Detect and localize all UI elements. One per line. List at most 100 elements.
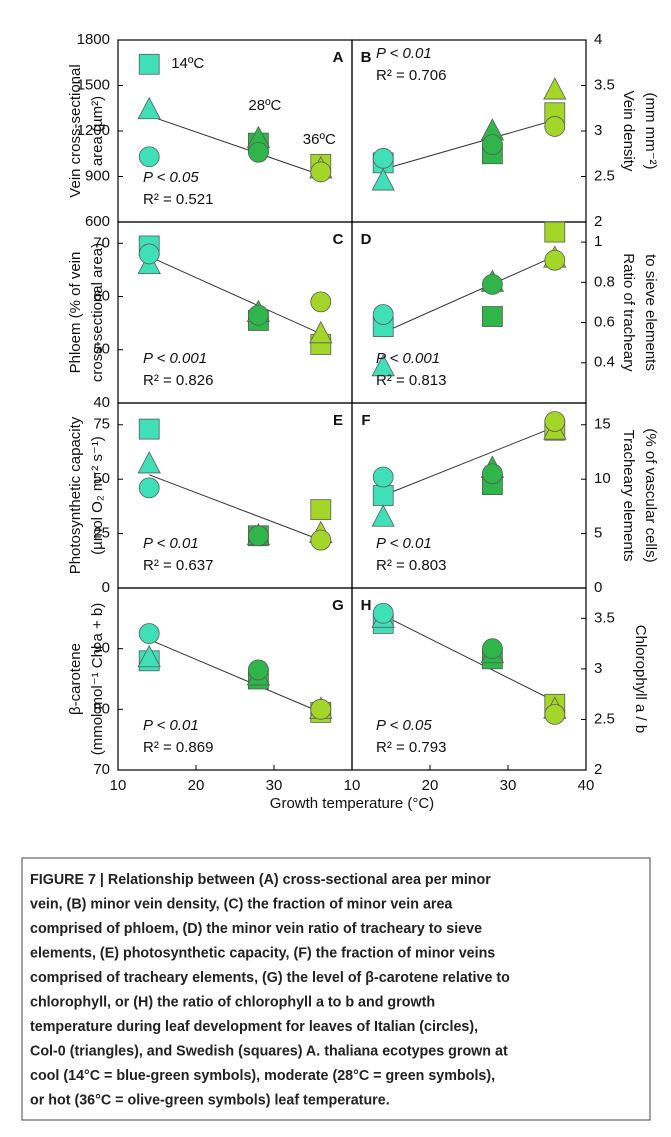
y-tick-label: 80 <box>93 700 110 717</box>
caption-line: elements, (E) photosynthetic capacity, (… <box>30 945 495 961</box>
triangle-point <box>309 320 333 344</box>
caption-line: comprised of phloem, (D) the minor vein … <box>30 921 482 937</box>
fit-line <box>149 115 321 176</box>
x-tick-label: 20 <box>422 777 439 794</box>
circle-point <box>310 529 332 551</box>
square-point <box>310 499 332 521</box>
y-tick-label: 60 <box>93 287 110 304</box>
x-tick-label: 30 <box>266 777 283 794</box>
y-axis-label: Phloem (% of vein <box>67 252 84 374</box>
y-tick-label: 70 <box>93 234 110 251</box>
y-tick-label: 3 <box>594 122 602 139</box>
circle-point <box>138 623 160 644</box>
circle-point <box>481 134 503 156</box>
caption-line: comprised of tracheary elements, (G) the… <box>30 970 510 986</box>
y-tick-label: 50 <box>93 470 110 487</box>
circle-point <box>310 291 332 313</box>
y-tick-label: 0.8 <box>594 273 615 290</box>
y-axis-label: Chlorophyll a / b <box>632 625 649 733</box>
y-tick-label: 3.5 <box>594 609 615 626</box>
triangle-point <box>137 644 161 668</box>
r-squared: R² = 0.826 <box>143 372 213 389</box>
fit-line <box>148 256 322 335</box>
panel-letter: C <box>333 231 344 248</box>
p-value: P < 0.05 <box>376 717 432 734</box>
triangle-point <box>543 77 567 100</box>
y-tick-label: 0.4 <box>594 354 615 371</box>
circle-point <box>372 304 394 325</box>
caption-line: vein, (B) minor vein density, (C) the fr… <box>30 896 453 912</box>
y-tick-label: 1800 <box>77 31 110 48</box>
y-axis-label: to sieve elements <box>642 254 659 371</box>
panel-letter: G <box>332 597 344 614</box>
circle-point <box>310 161 332 183</box>
y-axis-label: (% of vascular cells) <box>642 428 659 562</box>
caption-line: cool (14°C = blue-green symbols), modera… <box>30 1068 495 1084</box>
y-tick-label: 4 <box>594 31 602 48</box>
panel-letter: B <box>361 49 372 66</box>
y-tick-label: 25 <box>93 525 110 542</box>
circle-point <box>138 146 160 168</box>
r-squared: R² = 0.869 <box>143 739 213 756</box>
triangle-point <box>371 168 395 191</box>
x-tick-label: 20 <box>188 777 205 794</box>
circle-point <box>138 477 160 499</box>
p-value: P < 0.01 <box>143 535 199 552</box>
triangle-point <box>137 96 161 120</box>
panel-letter: H <box>361 597 372 614</box>
y-axis-label: β-carotene <box>67 643 84 715</box>
caption-line: chlorophyll, or (H) the ratio of chlorop… <box>30 994 435 1010</box>
square-point <box>138 53 160 75</box>
fit-line <box>382 255 556 334</box>
y-tick-label: 1 <box>594 233 602 250</box>
y-tick-label: 2.5 <box>594 710 615 727</box>
r-squared: R² = 0.813 <box>376 372 446 389</box>
r-squared: R² = 0.803 <box>376 557 446 574</box>
circle-point <box>372 147 394 169</box>
panel-letter: E <box>333 412 343 429</box>
square-point <box>138 418 160 440</box>
temperature-label: 36ºC <box>303 131 336 148</box>
temperature-label: 28ºC <box>248 97 281 114</box>
circle-point <box>247 525 269 547</box>
y-tick-label: 0 <box>102 579 110 596</box>
p-value: P < 0.05 <box>143 169 199 186</box>
circle-point <box>247 304 269 326</box>
r-squared: R² = 0.793 <box>376 739 446 756</box>
r-squared: R² = 0.706 <box>376 67 446 84</box>
y-axis-label: Vein density <box>620 91 637 172</box>
y-tick-label: 10 <box>594 470 611 487</box>
fit-line <box>382 614 556 702</box>
temperature-label: 14ºC <box>171 55 204 72</box>
y-tick-label: 1200 <box>77 122 110 139</box>
triangle-point <box>371 504 395 527</box>
p-value: P < 0.001 <box>376 350 440 367</box>
x-tick-label: 10 <box>110 777 127 794</box>
y-axis-label: (mmol mol⁻¹ Chl a + b) <box>89 603 106 756</box>
y-tick-label: 2 <box>594 761 602 778</box>
y-tick-label: 2 <box>594 213 602 230</box>
triangle-point <box>371 353 395 377</box>
panel-frame <box>351 587 587 771</box>
y-tick-label: 2.5 <box>594 167 615 184</box>
circle-point <box>544 116 566 137</box>
caption-line: temperature during leaf development for … <box>30 1019 478 1035</box>
y-tick-label: 5 <box>594 525 602 542</box>
y-tick-label: 3.5 <box>594 76 615 93</box>
fit-line <box>149 639 321 713</box>
p-value: P < 0.01 <box>143 717 199 734</box>
panel-letter: D <box>361 231 372 248</box>
circle-point <box>481 273 503 295</box>
y-tick-label: 1500 <box>77 76 110 93</box>
caption-line: or hot (36°C = olive-green symbols) leaf… <box>30 1092 390 1108</box>
circle-point <box>481 638 503 660</box>
fit-line <box>383 426 555 496</box>
circle-point <box>138 243 160 265</box>
caption-line: FIGURE 7 | Relationship between (A) cros… <box>30 872 491 888</box>
p-value: P < 0.01 <box>376 45 432 62</box>
p-value: P < 0.01 <box>376 535 432 552</box>
p-value: P < 0.001 <box>143 350 207 367</box>
x-tick-label: 40 <box>578 777 595 794</box>
